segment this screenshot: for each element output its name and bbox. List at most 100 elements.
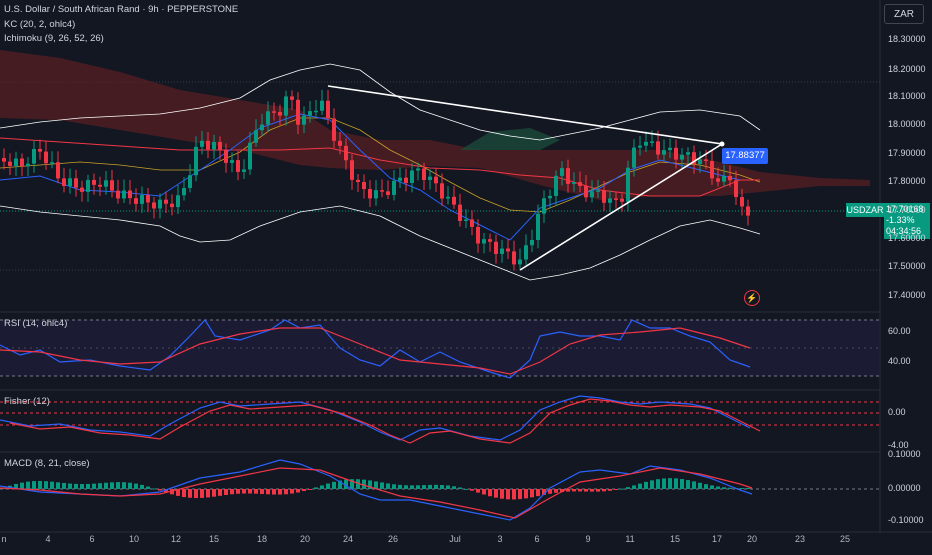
candle-body <box>386 191 390 195</box>
candle-body <box>644 141 648 146</box>
fisher-label[interactable]: Fisher (12) <box>4 396 50 407</box>
currency-button[interactable]: ZAR <box>884 4 924 24</box>
candle-body <box>740 197 744 207</box>
candle-body <box>662 150 666 155</box>
macd-histogram-bar <box>50 481 54 489</box>
time-axis-label: 10 <box>128 534 140 544</box>
candle-body <box>500 248 504 254</box>
candle-body <box>194 146 198 176</box>
symbol-title: U.S. Dollar / South African Rand · 9h · … <box>4 4 239 15</box>
candle-body <box>716 178 720 182</box>
macd-histogram <box>2 478 750 500</box>
candle-body <box>254 130 258 143</box>
ichimoku-cloud-bull <box>460 128 560 150</box>
macd-histogram-bar <box>596 489 600 492</box>
macd-histogram-bar <box>248 489 252 494</box>
candle-body <box>20 158 24 167</box>
macd-histogram-bar <box>692 481 696 489</box>
candle-body <box>704 159 708 162</box>
macd-histogram-bar <box>302 489 306 492</box>
kijun-line <box>0 137 760 197</box>
ichimoku-indicator-label[interactable]: Ichimoku (9, 26, 52, 26) <box>4 33 104 44</box>
macd-histogram-bar <box>614 489 618 490</box>
price-axis-label: 17.80000 <box>888 176 926 186</box>
candle-body <box>512 251 516 265</box>
candle-body <box>80 187 84 192</box>
rsi-level-label: 40.00 <box>888 356 911 366</box>
time-axis-label: 4 <box>45 534 51 544</box>
candle-body <box>698 159 702 164</box>
rsi-label[interactable]: RSI (14, ohlc4) <box>4 318 68 329</box>
keltner-upper <box>0 63 761 141</box>
candle-body <box>638 145 642 148</box>
candle-body <box>632 147 636 168</box>
macd-histogram-bar <box>284 489 288 495</box>
macd-histogram-bar <box>482 489 486 495</box>
candle-body <box>596 190 600 192</box>
candle-body <box>734 180 738 198</box>
candle-body <box>440 183 444 199</box>
alert-flash-icon[interactable]: ⚡ <box>744 290 760 306</box>
kc-indicator-label[interactable]: KC (20, 2, ohlc4) <box>4 19 76 30</box>
macd-histogram-bar <box>26 481 30 489</box>
macd-histogram-bar <box>272 489 276 495</box>
candle-body <box>746 206 750 216</box>
candle-body <box>722 175 726 182</box>
time-axis-label: 15 <box>669 534 681 544</box>
macd-histogram-bar <box>182 489 186 498</box>
macd-histogram-bar <box>494 489 498 498</box>
candle-body <box>104 180 108 187</box>
candle-body <box>134 198 138 204</box>
macd-histogram-bar <box>602 489 606 492</box>
time-axis-label: 18 <box>256 534 268 544</box>
fisher-line <box>0 395 751 441</box>
macd-histogram-bar <box>608 489 612 491</box>
candle-body <box>242 169 246 172</box>
macd-histogram-bar <box>524 489 528 499</box>
macd-histogram-bar <box>242 489 246 494</box>
candle-body <box>728 175 732 181</box>
macd-histogram-bar <box>86 483 90 489</box>
candle-body <box>368 189 372 199</box>
macd-histogram-bar <box>266 489 270 495</box>
time-axis-label: 24 <box>342 534 354 544</box>
candle-body <box>32 148 36 164</box>
candle-body <box>674 147 678 160</box>
macd-histogram-bar <box>200 489 204 498</box>
candle-body <box>458 204 462 221</box>
candle-body <box>356 179 360 183</box>
macd-histogram-bar <box>560 489 564 493</box>
macd-histogram-bar <box>140 484 144 489</box>
fisher-trigger-line <box>9 398 761 444</box>
candle-body <box>410 170 414 183</box>
macd-histogram-bar <box>350 479 354 489</box>
candle-body <box>272 111 276 113</box>
macd-histogram-bar <box>230 489 234 495</box>
macd-histogram-bar <box>656 479 660 489</box>
candle-body <box>542 198 546 214</box>
candle-body <box>296 99 300 125</box>
macd-histogram-bar <box>224 489 228 496</box>
candle-body <box>374 190 378 199</box>
candle-body <box>38 148 42 152</box>
candle-body <box>68 178 72 186</box>
macd-histogram-bar <box>290 489 294 494</box>
macd-histogram-bar <box>236 489 240 494</box>
macd-histogram-bar <box>542 489 546 495</box>
macd-histogram-bar <box>368 480 372 489</box>
time-axis-label: 3 <box>497 534 503 544</box>
macd-histogram-bar <box>122 482 126 489</box>
time-axis-label: 20 <box>299 534 311 544</box>
macd-histogram-bar <box>512 489 516 500</box>
candle-body <box>482 239 486 244</box>
candle-body <box>50 162 54 164</box>
candle-body <box>284 96 288 116</box>
candle-body <box>140 195 144 204</box>
price-axis-label: 17.50000 <box>888 261 926 271</box>
candle-body <box>422 168 426 180</box>
macd-histogram-bar <box>554 489 558 493</box>
macd-label[interactable]: MACD (8, 21, close) <box>4 458 90 469</box>
candle-body <box>164 199 168 204</box>
